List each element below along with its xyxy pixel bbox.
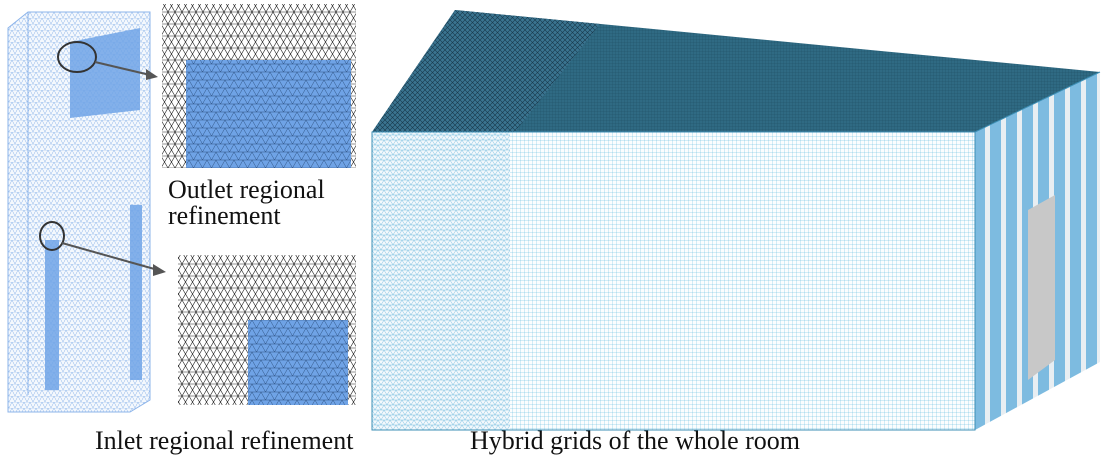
- figure: Outlet regional refinement Inlet regiona…: [0, 0, 1103, 459]
- inlet-inset: [178, 255, 356, 405]
- outlet-inset: [162, 4, 356, 168]
- caption: refinement: [168, 201, 281, 230]
- column-mesh: [8, 12, 166, 412]
- caption: Hybrid grids of the whole room: [470, 426, 800, 455]
- caption: Outlet regional: [168, 175, 325, 204]
- caption: Inlet regional refinement: [95, 426, 354, 455]
- room-mesh: [372, 10, 1100, 430]
